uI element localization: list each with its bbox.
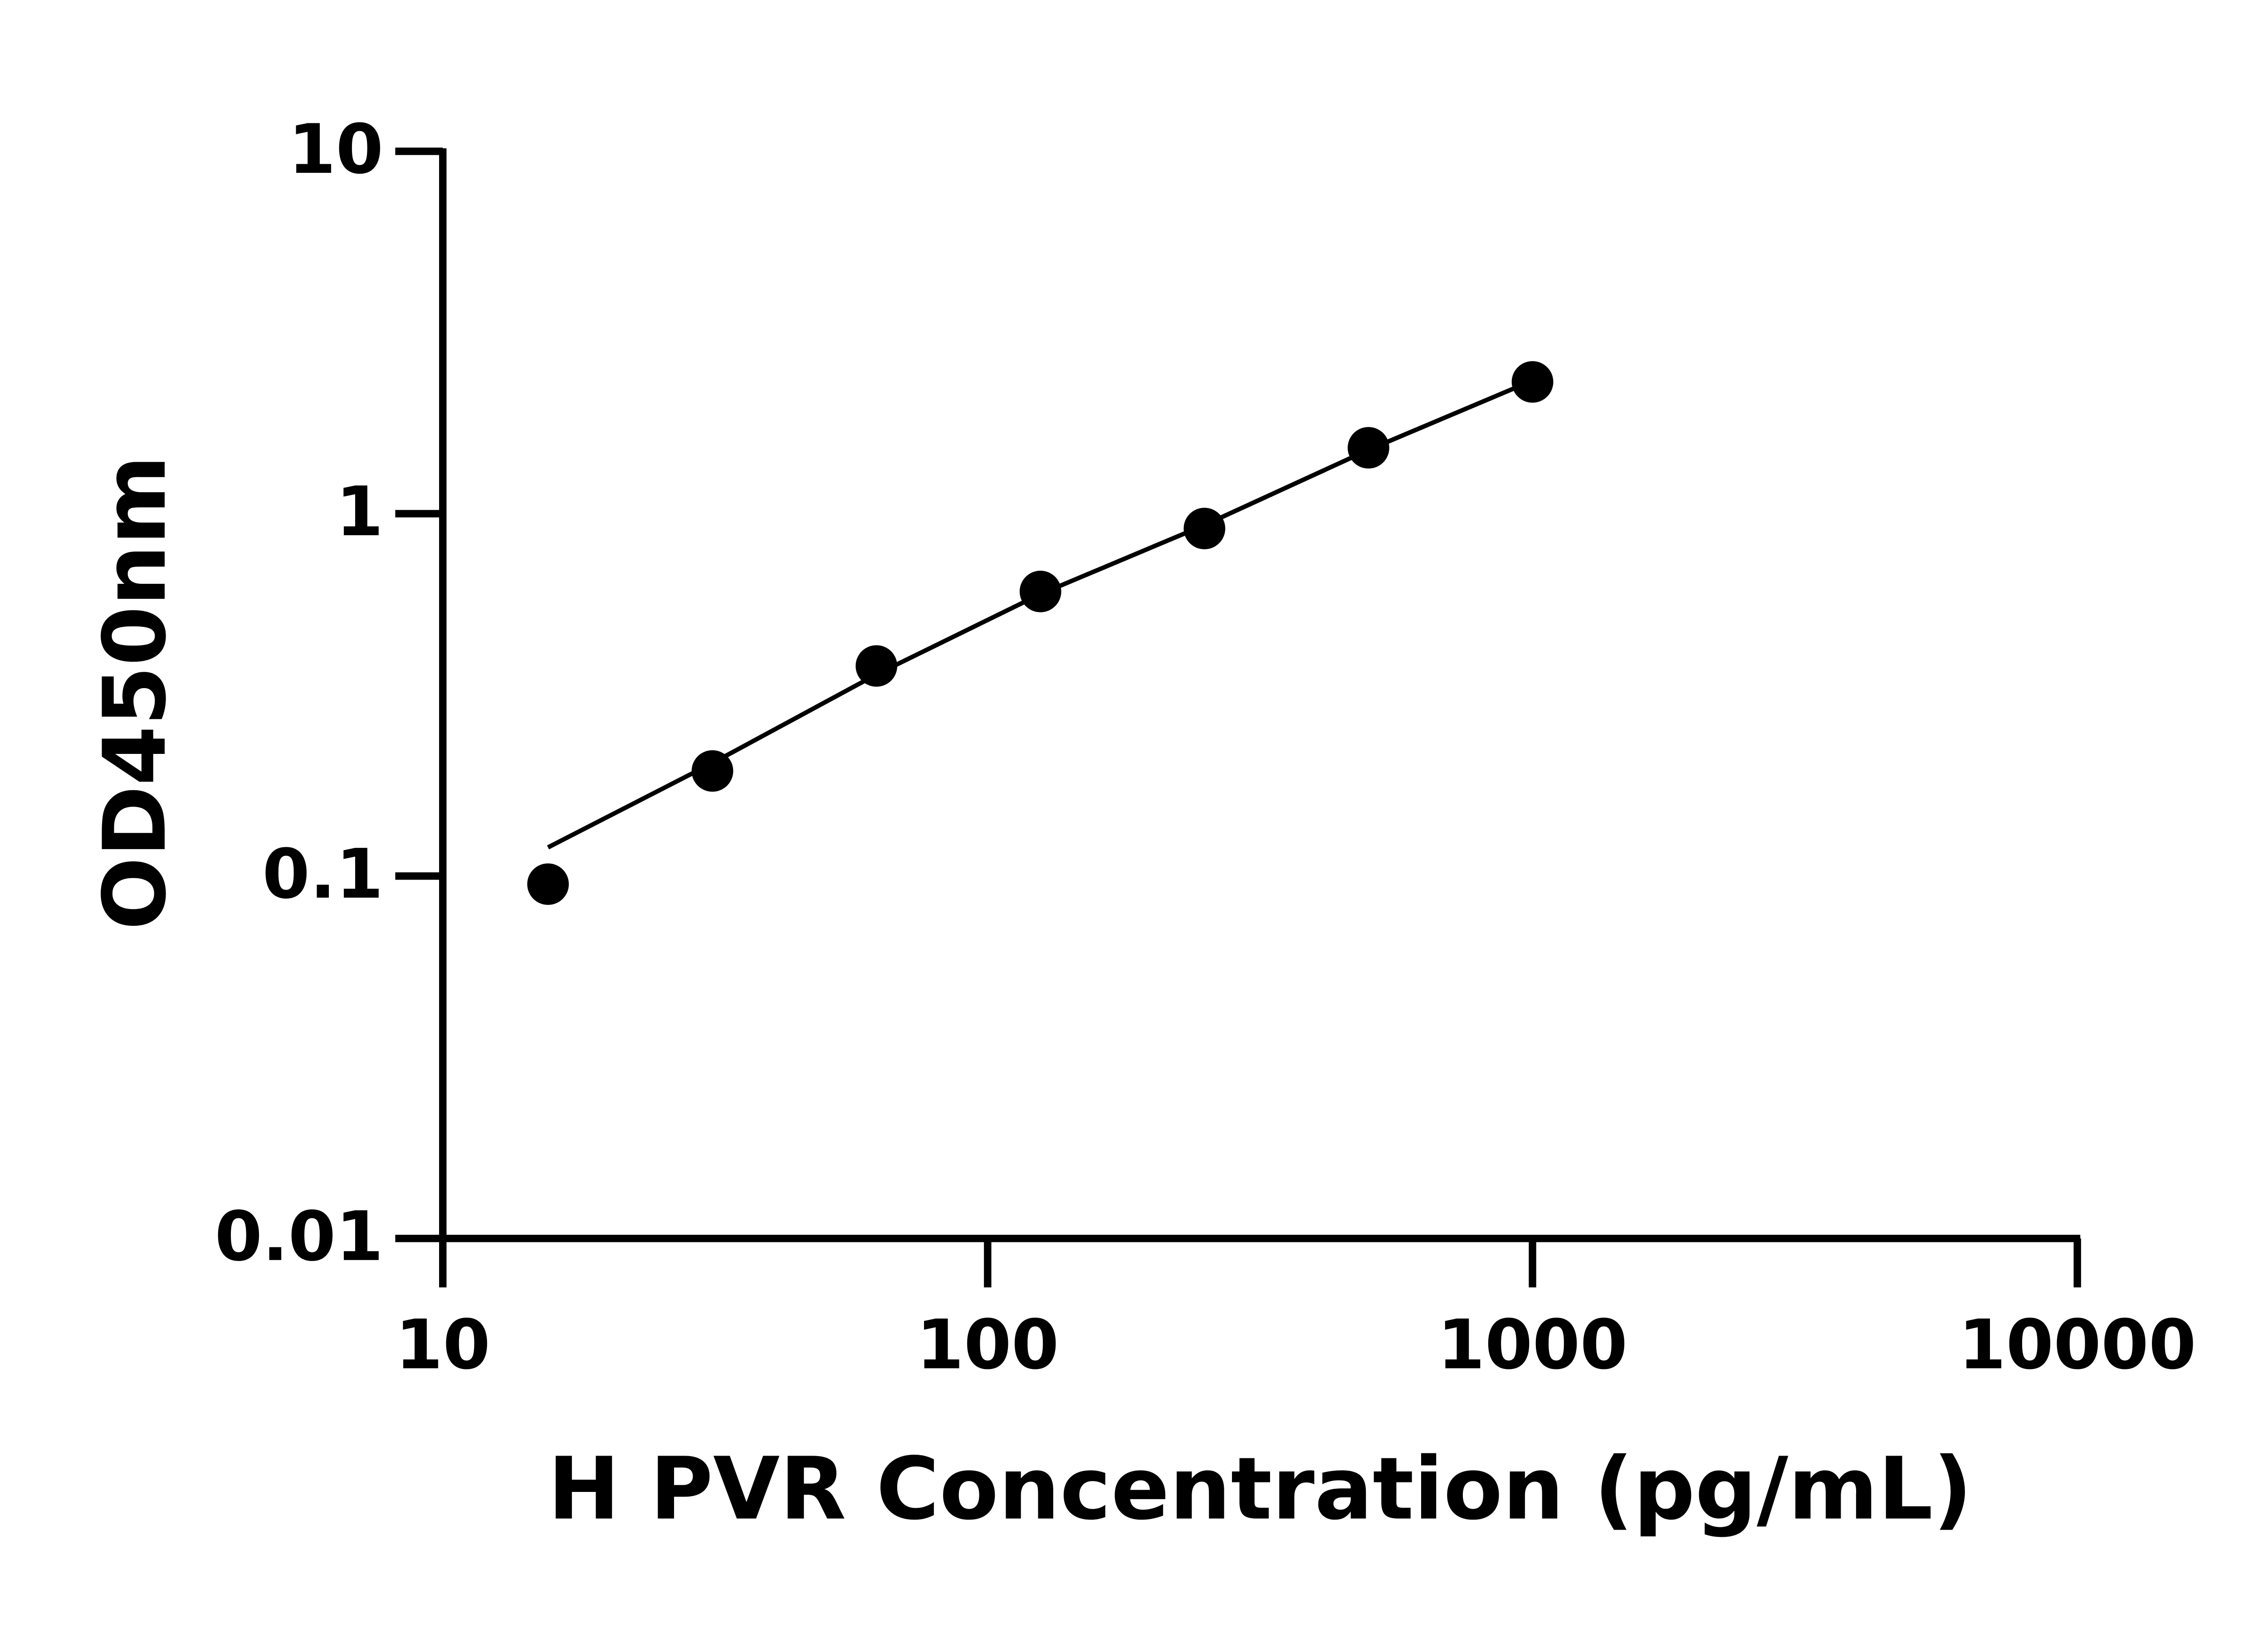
y-axis-title: OD450nm xyxy=(85,455,185,930)
x-tick-label: 1000 xyxy=(1437,1305,1628,1385)
data-point xyxy=(1348,427,1389,469)
data-point xyxy=(1511,361,1554,403)
x-tick-label: 10 xyxy=(395,1305,490,1385)
y-tick-label: 0.1 xyxy=(262,834,383,914)
x-tick-label: 100 xyxy=(916,1305,1059,1385)
y-tick-label: 0.01 xyxy=(215,1197,383,1276)
y-tick-label: 1 xyxy=(336,472,383,552)
data-point xyxy=(691,750,733,792)
data-point xyxy=(855,645,898,687)
x-axis-title: H PVR Concentration (pg/mL) xyxy=(548,1439,1972,1539)
y-tick-label: 10 xyxy=(288,109,383,189)
data-point xyxy=(1183,508,1226,549)
data-point xyxy=(1019,571,1061,612)
data-point xyxy=(527,863,569,905)
x-tick-label: 10000 xyxy=(1959,1305,2196,1385)
